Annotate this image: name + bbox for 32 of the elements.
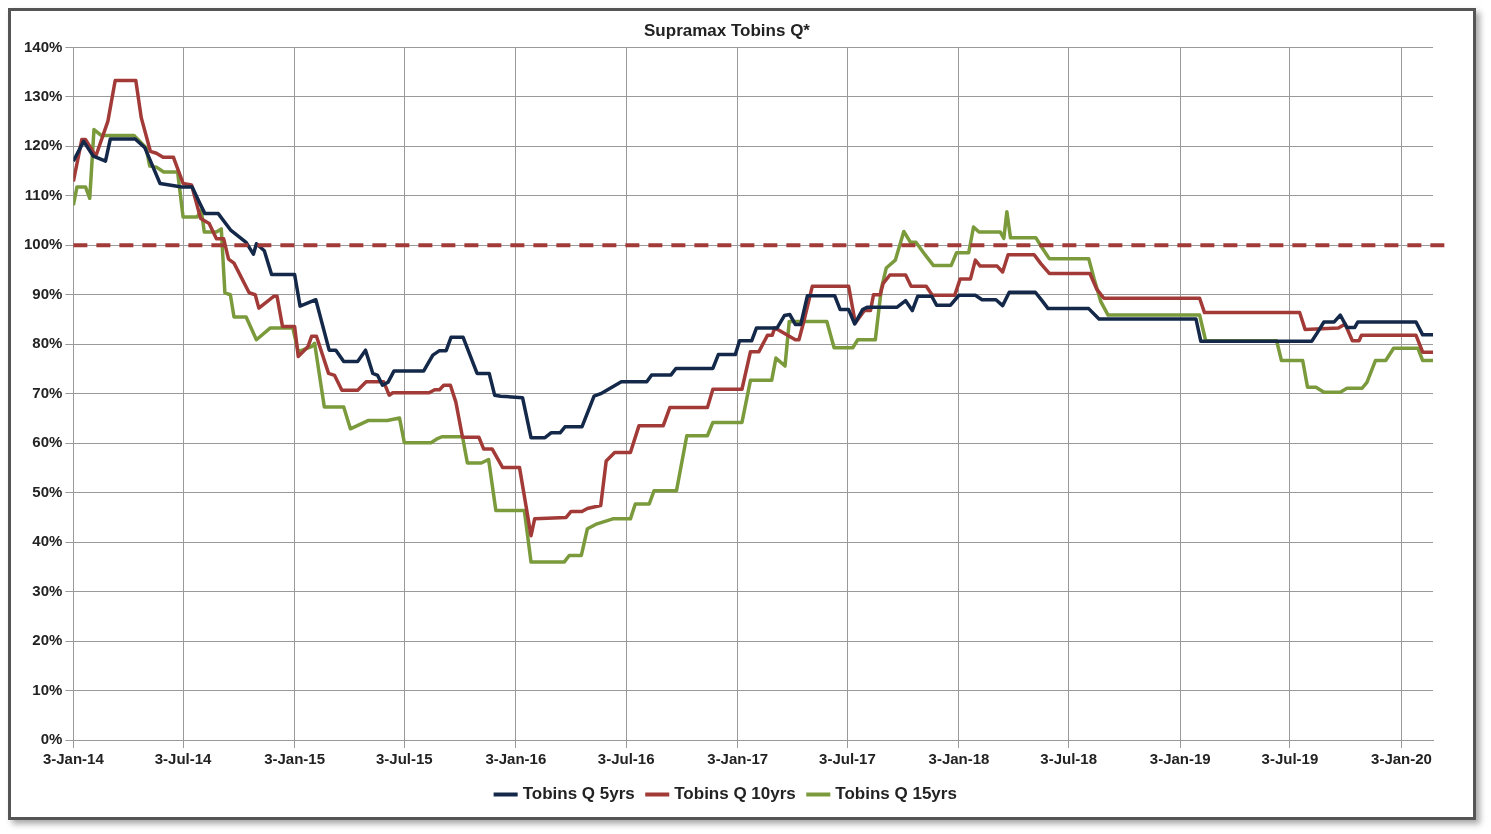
x-tick-label: 3-Jan-20 [1371, 750, 1432, 768]
x-tick-label: 3-Jan-18 [928, 750, 990, 768]
y-tick-label: 40% [32, 532, 63, 550]
x-tick-label: 3-Jan-17 [707, 750, 769, 768]
x-tick-label: 3-Jan-14 [42, 750, 105, 768]
y-tick-label: 0% [40, 730, 63, 748]
y-tick-label: 110% [24, 185, 63, 203]
y-tick-label: 100% [23, 235, 63, 253]
x-tick-label: 3-Jul-19 [1261, 750, 1319, 768]
y-tick-label: 20% [32, 631, 63, 649]
legend-label: Tobins Q 15yrs [835, 784, 957, 804]
x-tick-label: 3-Jul-16 [597, 750, 655, 768]
y-tick-label: 80% [32, 334, 63, 352]
y-tick-label: 50% [32, 482, 63, 500]
y-tick-label: 120% [23, 136, 63, 154]
y-tick-label: 90% [32, 284, 63, 302]
y-tick-label: 130% [23, 87, 63, 105]
x-tick-label: 3-Jul-14 [154, 750, 213, 768]
x-tick-label: 3-Jul-17 [819, 750, 876, 768]
legend-label: Tobins Q 5yrs [522, 784, 635, 804]
y-tick-label: 140% [23, 37, 63, 55]
x-tick-label: 3-Jan-19 [1149, 750, 1211, 768]
x-tick-label: 3-Jul-18 [1040, 750, 1098, 768]
y-tick-label: 10% [32, 680, 63, 698]
chart-title: Supramax Tobins Q* [644, 20, 811, 40]
y-tick-label: 60% [32, 433, 63, 451]
x-tick-label: 3-Jan-15 [264, 750, 326, 768]
x-tick-label: 3-Jul-15 [375, 750, 433, 768]
y-tick-label: 70% [32, 383, 63, 401]
x-tick-label: 3-Jan-16 [485, 750, 547, 768]
legend-label: Tobins Q 10yrs [674, 784, 796, 804]
y-tick-label: 30% [32, 581, 63, 599]
